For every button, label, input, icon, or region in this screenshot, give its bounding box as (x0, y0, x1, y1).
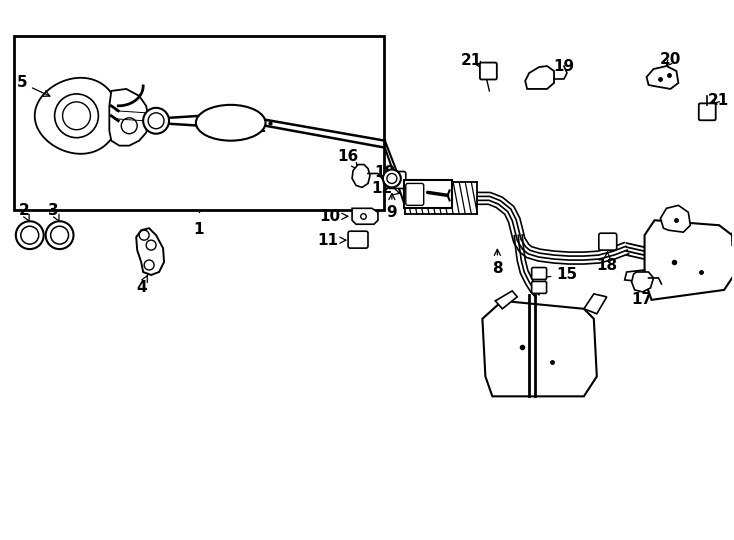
Circle shape (387, 173, 397, 184)
FancyBboxPatch shape (388, 172, 406, 188)
Polygon shape (625, 270, 644, 282)
Text: 3: 3 (48, 203, 59, 221)
Text: 21: 21 (708, 93, 729, 109)
Text: 20: 20 (660, 52, 681, 66)
Circle shape (46, 221, 73, 249)
FancyBboxPatch shape (531, 281, 547, 293)
Polygon shape (661, 205, 691, 232)
FancyBboxPatch shape (699, 103, 716, 120)
Text: 1: 1 (194, 222, 204, 237)
Text: 16: 16 (338, 149, 359, 170)
Polygon shape (647, 66, 678, 89)
FancyBboxPatch shape (406, 184, 424, 205)
Polygon shape (495, 291, 517, 309)
Bar (404, 180, 451, 208)
Circle shape (148, 113, 164, 129)
Text: 21: 21 (461, 52, 482, 68)
Text: 7: 7 (144, 111, 156, 132)
Polygon shape (526, 66, 554, 89)
Text: 19: 19 (543, 58, 575, 75)
Circle shape (143, 108, 169, 134)
Text: 9: 9 (387, 194, 397, 220)
Ellipse shape (196, 105, 266, 140)
Circle shape (146, 240, 156, 250)
Text: 5: 5 (16, 76, 50, 96)
FancyBboxPatch shape (599, 233, 617, 250)
Polygon shape (482, 301, 597, 396)
Circle shape (62, 102, 90, 130)
Text: 15: 15 (539, 267, 578, 282)
Text: 2: 2 (18, 203, 29, 221)
Polygon shape (584, 294, 607, 314)
Polygon shape (137, 228, 164, 275)
Text: 17: 17 (631, 286, 652, 307)
Circle shape (16, 221, 43, 249)
Text: 18: 18 (596, 252, 617, 273)
Circle shape (144, 260, 154, 270)
Text: 6: 6 (228, 111, 265, 132)
Polygon shape (352, 208, 378, 224)
Circle shape (51, 226, 68, 244)
Circle shape (54, 94, 98, 138)
Text: 14: 14 (660, 274, 681, 299)
Text: 18: 18 (374, 165, 396, 185)
FancyBboxPatch shape (348, 231, 368, 248)
Polygon shape (352, 165, 370, 187)
Text: 8: 8 (492, 249, 503, 275)
Text: 4: 4 (136, 275, 148, 295)
Circle shape (139, 230, 149, 240)
FancyBboxPatch shape (480, 63, 497, 79)
Text: 12: 12 (371, 181, 400, 196)
Circle shape (383, 170, 401, 187)
Polygon shape (109, 89, 149, 146)
Text: 11: 11 (318, 233, 346, 248)
Polygon shape (644, 220, 734, 300)
FancyBboxPatch shape (531, 267, 547, 280)
Text: 13: 13 (533, 327, 570, 345)
Polygon shape (732, 230, 734, 245)
Text: 10: 10 (319, 209, 348, 224)
Bar (14, 36, 384, 210)
Circle shape (121, 118, 137, 134)
Polygon shape (632, 272, 653, 292)
Circle shape (21, 226, 39, 244)
